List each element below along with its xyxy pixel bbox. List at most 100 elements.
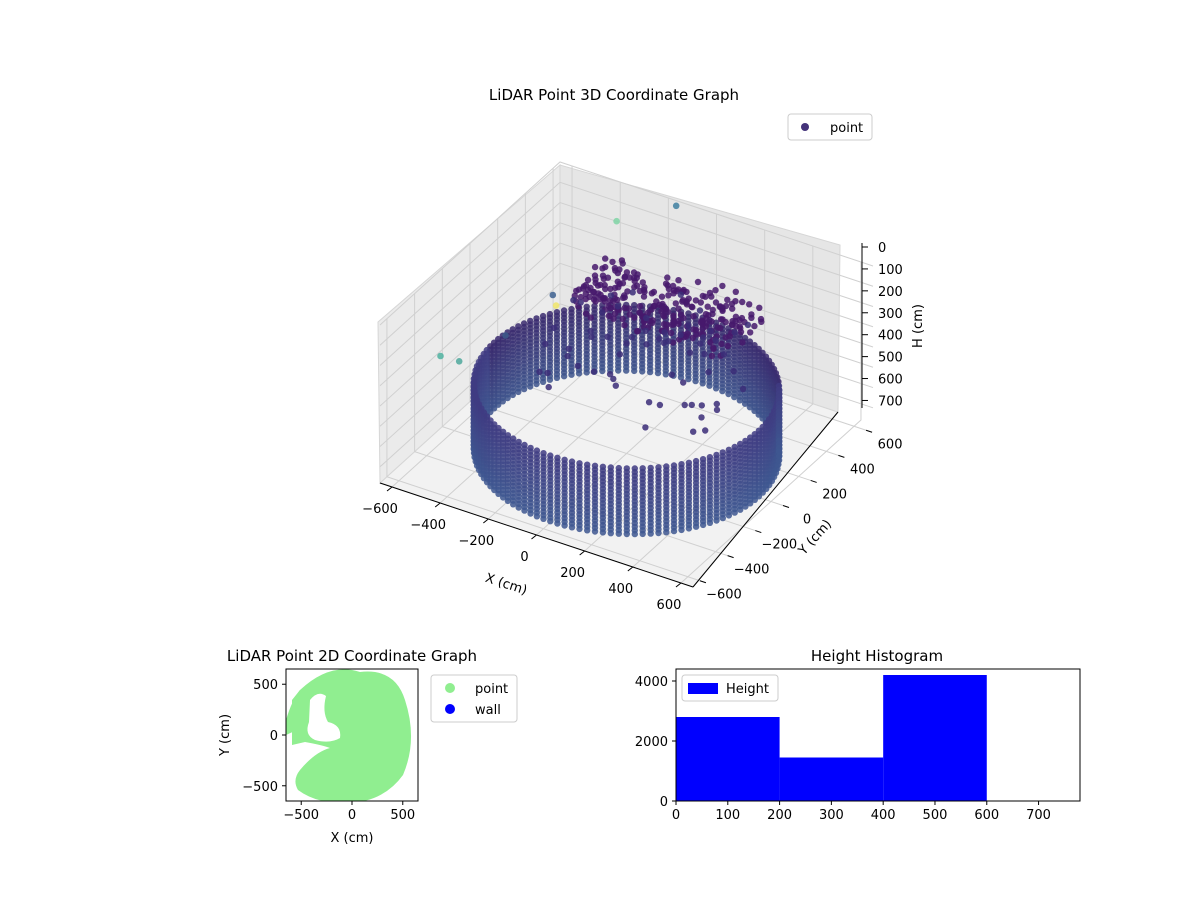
point-marker <box>592 298 599 305</box>
point-marker <box>685 375 692 383</box>
point-marker <box>738 314 746 322</box>
point-marker <box>643 341 650 348</box>
point-marker <box>724 342 731 350</box>
histogram-x-tick-label: 200 <box>767 808 792 823</box>
point-marker <box>515 504 522 511</box>
x-tick-label-2d: 0 <box>348 808 356 823</box>
point-marker <box>623 340 630 347</box>
point-marker <box>606 371 614 378</box>
point-marker <box>680 286 687 294</box>
point-marker <box>708 318 715 325</box>
point-marker <box>591 263 599 271</box>
legend-histogram-swatch <box>688 683 718 694</box>
point-marker <box>717 324 724 332</box>
point-marker <box>751 322 758 330</box>
point-marker <box>575 286 583 293</box>
point-marker <box>708 293 715 300</box>
point-marker <box>696 307 704 314</box>
point-marker <box>665 338 672 345</box>
point-marker <box>527 510 534 517</box>
point-marker <box>692 523 700 530</box>
chart-3d-scatter: LiDAR Point 3D Coordinate Graph −600 −400… <box>362 86 926 613</box>
point-marker <box>755 411 762 418</box>
z-tick-label: 0 <box>878 241 886 256</box>
point-marker <box>656 401 664 409</box>
point-marker <box>599 529 607 536</box>
z-tick-label: 400 <box>878 329 903 344</box>
point-marker <box>602 255 609 262</box>
legend-2d-wall-marker <box>445 704 455 714</box>
legend-3d-label: point <box>830 121 863 136</box>
grid-line-y <box>414 293 728 557</box>
histogram-bar <box>676 717 780 801</box>
point-marker <box>645 399 653 406</box>
point-marker <box>702 427 709 434</box>
point-marker <box>699 521 707 529</box>
point-marker <box>663 321 670 328</box>
point-marker <box>690 428 697 435</box>
x-axis-label-2d: X (cm) <box>331 831 374 846</box>
2d-point-cloud-hole <box>307 693 341 742</box>
point-marker <box>565 345 573 352</box>
x-tick-label: 400 <box>608 582 633 597</box>
point-marker <box>713 517 720 524</box>
point-marker <box>636 303 644 310</box>
point-marker <box>595 290 602 297</box>
2d-point-cloud <box>292 669 412 801</box>
point-marker <box>621 322 628 329</box>
point-marker <box>647 530 654 537</box>
point-marker <box>667 329 675 337</box>
point-marker <box>709 306 716 314</box>
point-marker <box>702 311 710 318</box>
point-marker <box>554 520 561 527</box>
2d-point-cloud-lobe <box>286 690 306 735</box>
histogram-y-tick-label: 2000 <box>635 735 668 750</box>
point-marker <box>712 385 720 392</box>
point-marker <box>719 282 726 290</box>
point-marker <box>630 269 638 276</box>
point-marker <box>741 400 749 407</box>
y-tick-label: −600 <box>706 588 742 603</box>
point-marker <box>747 329 754 336</box>
chart-2d-title: LiDAR Point 2D Coordinate Graph <box>227 647 477 665</box>
z-tick-label: 500 <box>878 351 903 366</box>
point-marker <box>520 385 528 393</box>
point-marker <box>639 530 646 538</box>
y-tick-label: −200 <box>761 538 797 553</box>
point-marker <box>642 327 649 335</box>
histogram-x-tick-label: 300 <box>819 808 844 823</box>
x-tick-label: 0 <box>520 550 528 565</box>
point-marker <box>663 529 670 536</box>
point-marker <box>643 314 650 322</box>
point-marker <box>725 390 732 398</box>
point-marker <box>748 311 755 318</box>
point-marker <box>704 303 711 310</box>
point-marker <box>631 530 638 538</box>
point-marker <box>664 308 671 316</box>
point-marker <box>615 530 622 537</box>
histogram-x-tick-label: 400 <box>871 808 896 823</box>
point-marker <box>599 309 606 316</box>
point-marker <box>592 276 599 283</box>
point-marker <box>655 529 662 537</box>
x-tick-label: 200 <box>560 566 585 581</box>
point-marker <box>706 382 713 389</box>
point-marker <box>547 518 554 525</box>
legend-histogram: Height <box>681 674 779 702</box>
y-tick-label: 600 <box>878 437 903 452</box>
point-marker <box>570 296 577 304</box>
legend-3d: point <box>787 113 873 141</box>
point-marker <box>712 287 719 294</box>
y-tick-mark <box>699 580 707 584</box>
point-marker <box>629 289 636 296</box>
point-marker <box>623 367 630 374</box>
point-marker <box>611 284 619 292</box>
point-marker <box>625 305 632 312</box>
outlier-point <box>502 332 509 339</box>
point-marker <box>705 368 712 376</box>
point-marker <box>616 351 624 358</box>
point-marker <box>708 352 716 360</box>
x-axis-label-3d: X (cm) <box>483 571 529 599</box>
point-marker <box>576 525 583 533</box>
